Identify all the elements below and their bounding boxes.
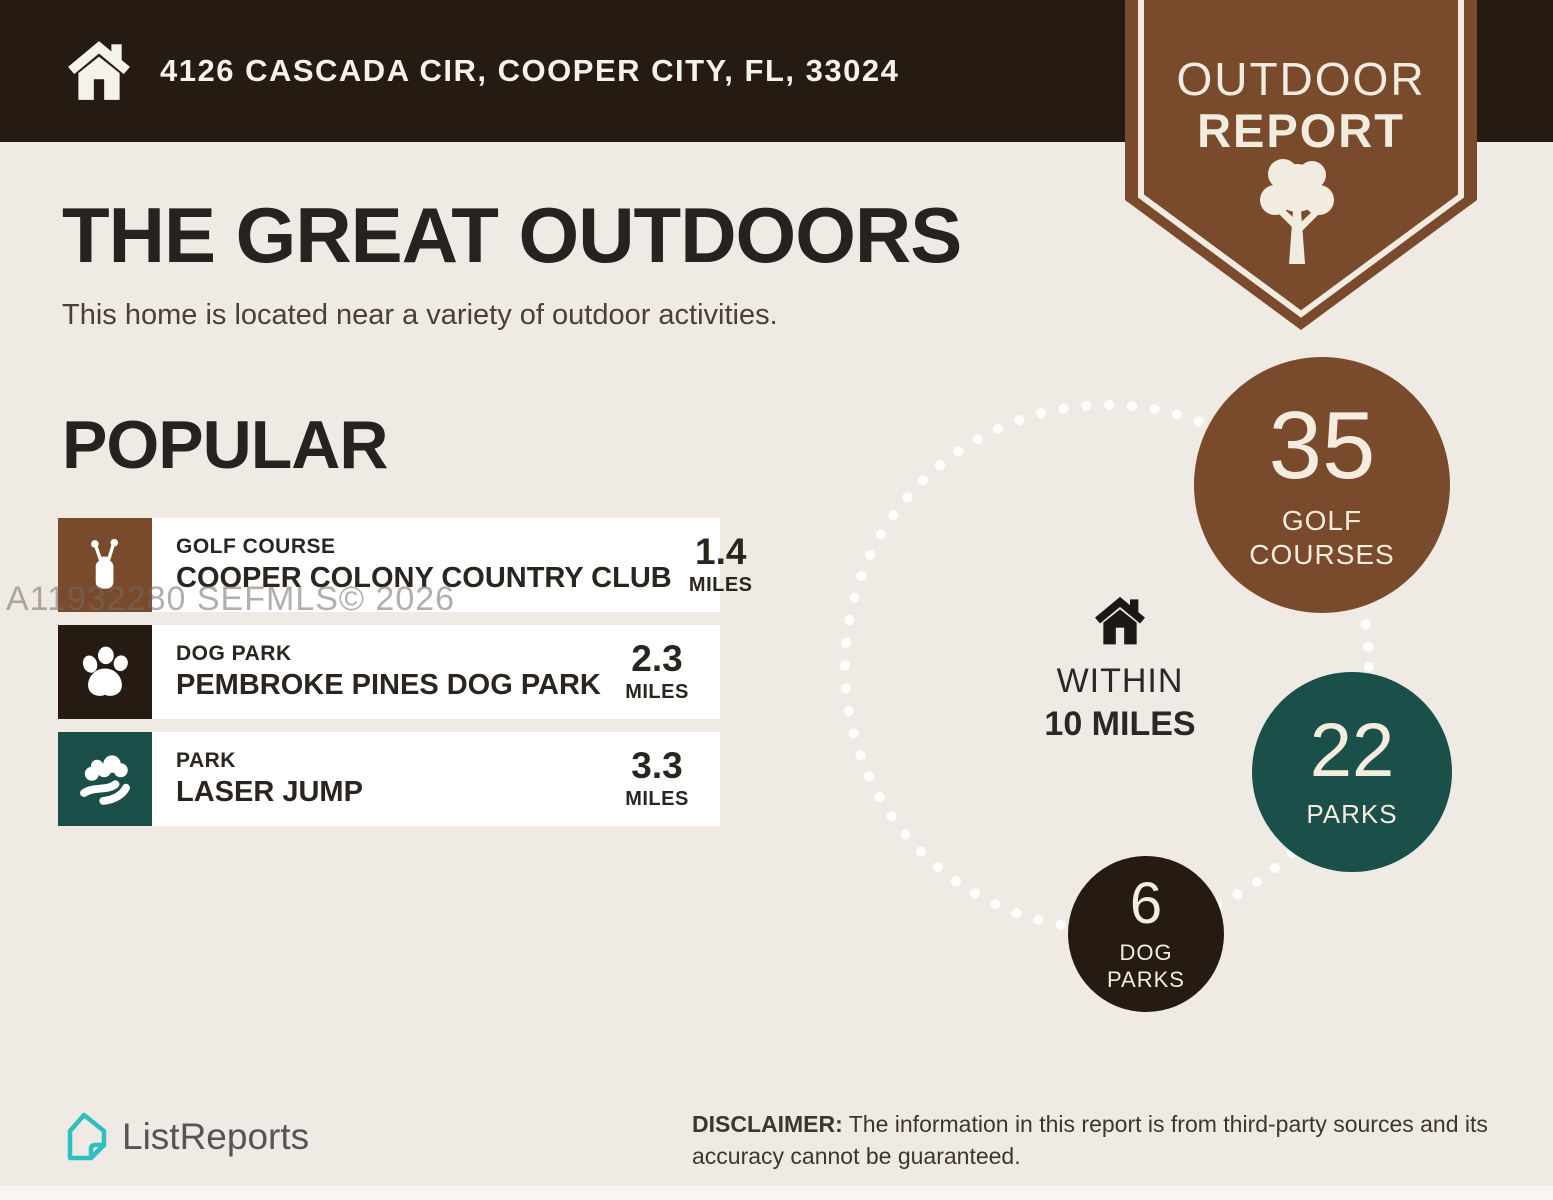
radius-miles: 10 MILES	[1044, 705, 1196, 743]
stat-bubble-dog-parks: 6 DOG PARKS	[1068, 856, 1224, 1012]
distance-value: 1.4	[695, 531, 747, 572]
stat-label: GOLF COURSES	[1249, 505, 1395, 570]
list-item-text: DOG PARK PEMBROKE PINES DOG PARK	[152, 625, 608, 719]
stat-value: 6	[1129, 871, 1163, 937]
listreports-brand: ListReports	[60, 1110, 309, 1164]
home-icon	[1095, 596, 1145, 645]
golf-bag-icon	[91, 538, 119, 589]
outdoor-report-ribbon: OUTDOOR REPORT	[1125, 0, 1477, 332]
paw-icon	[82, 646, 128, 696]
dog-park-category-tile	[58, 625, 152, 719]
ribbon-title-line2: REPORT	[1197, 104, 1405, 157]
distance-unit: MILES	[688, 574, 753, 596]
distance: 2.3 MILES	[608, 625, 720, 719]
list-item-golf-course: GOLF COURSE COOPER COLONY COUNTRY CLUB 1…	[58, 518, 752, 612]
distance: 1.4 MILES	[672, 518, 784, 612]
list-item-park: PARK LASER JUMP 3.3 MILES	[58, 732, 720, 826]
distance-unit: MILES	[625, 681, 689, 703]
category-label: PARK	[176, 749, 236, 772]
place-name: LASER JUMP	[176, 776, 363, 808]
distance-unit: MILES	[625, 788, 689, 810]
tree-icon	[1260, 159, 1334, 264]
list-item-dog-park: DOG PARK PEMBROKE PINES DOG PARK 2.3 MIL…	[58, 625, 720, 719]
place-name: PEMBROKE PINES DOG PARK	[176, 669, 601, 701]
list-item-text: GOLF COURSE COOPER COLONY COUNTRY CLUB	[152, 518, 672, 612]
hero-section: THE GREAT OUTDOORS This home is located …	[62, 190, 962, 332]
distance-value: 2.3	[631, 638, 683, 679]
stat-bubble-golf-courses: 35 GOLF COURSES	[1194, 357, 1450, 613]
category-label: DOG PARK	[176, 642, 292, 665]
stat-value: 35	[1268, 392, 1376, 500]
property-address: 4126 CASCADA CIR, COOPER CITY, FL, 33024	[160, 53, 900, 88]
bottom-strip	[0, 1186, 1553, 1200]
disclaimer-text: The information in this report is from t…	[692, 1111, 1488, 1170]
park-category-tile	[58, 732, 152, 826]
place-name: COOPER COLONY COUNTRY CLUB	[176, 562, 672, 594]
mls-watermark: A11932280 SEFMLS© 2026	[6, 580, 456, 618]
park-icon	[80, 755, 130, 805]
stat-value: 22	[1309, 708, 1395, 794]
stat-label: DOG PARKS	[1107, 940, 1185, 992]
disclaimer: DISCLAIMER: The information in this repo…	[692, 1108, 1512, 1172]
distance: 3.3 MILES	[608, 732, 720, 826]
popular-heading: POPULAR	[62, 407, 388, 483]
listreports-logo-icon	[67, 1112, 107, 1161]
golf-category-tile	[58, 518, 152, 612]
page-title: THE GREAT OUTDOORS	[62, 191, 962, 279]
ribbon-title-line1: OUTDOOR	[1176, 53, 1425, 105]
category-label: GOLF COURSE	[176, 535, 336, 558]
page-subtitle: This home is located near a variety of o…	[62, 299, 778, 331]
brand-name: ListReports	[122, 1116, 310, 1157]
distance-value: 3.3	[631, 745, 683, 786]
ribbon-inner-border	[1138, 0, 1464, 318]
stat-bubble-parks: 22 PARKS	[1252, 672, 1452, 872]
disclaimer-label: DISCLAIMER:	[692, 1111, 843, 1137]
popular-list: GOLF COURSE COOPER COLONY COUNTRY CLUB 1…	[58, 518, 752, 839]
home-icon	[68, 41, 130, 100]
stat-label: PARKS	[1306, 799, 1398, 830]
radius-label: WITHIN 10 MILES	[1018, 596, 1222, 744]
radius-within: WITHIN	[1056, 662, 1184, 700]
list-item-text: PARK LASER JUMP	[152, 732, 608, 826]
